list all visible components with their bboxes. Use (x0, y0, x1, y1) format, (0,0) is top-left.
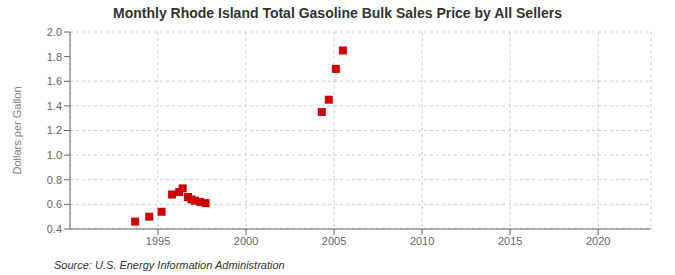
svg-text:2000: 2000 (234, 235, 258, 247)
svg-text:0.8: 0.8 (47, 174, 62, 186)
svg-text:2020: 2020 (586, 235, 610, 247)
svg-text:1.2: 1.2 (47, 124, 62, 136)
svg-text:1995: 1995 (146, 235, 170, 247)
svg-text:2015: 2015 (498, 235, 522, 247)
html-text:Source: U.S. Energy Informatio: Source: U.S. Energy Information Administ… (54, 259, 285, 271)
svg-text:1.8: 1.8 (47, 51, 62, 63)
svg-text:0.6: 0.6 (47, 198, 62, 210)
svg-text:1.0: 1.0 (47, 149, 62, 161)
svg-text:Dollars per Gallon: Dollars per Gallon (11, 86, 23, 174)
svg-text:0.4: 0.4 (47, 223, 62, 235)
svg-text:1.6: 1.6 (47, 75, 62, 87)
svg-text:2.0: 2.0 (47, 26, 62, 38)
svg-text:2010: 2010 (410, 235, 434, 247)
html-text:Monthly Rhode Island Total Gas: Monthly Rhode Island Total Gasoline Bulk… (113, 5, 562, 21)
svg-text:2005: 2005 (322, 235, 346, 247)
svg-text:1.4: 1.4 (47, 100, 62, 112)
